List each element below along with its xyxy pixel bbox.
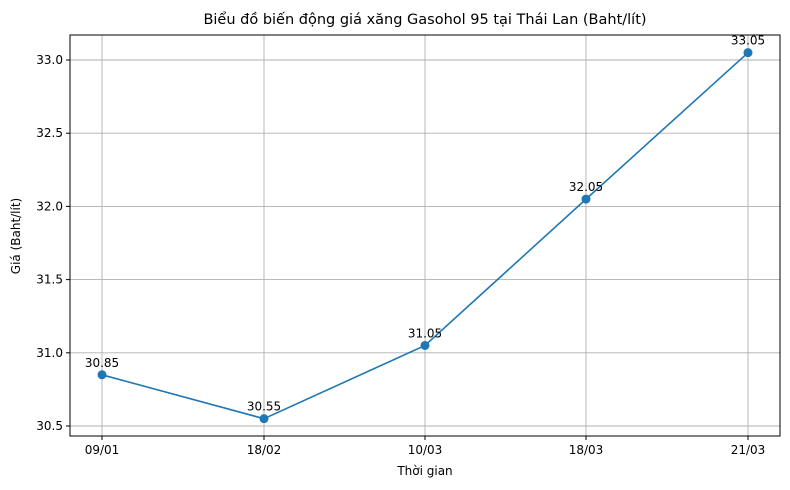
x-axis-label: Thời gian	[396, 464, 452, 478]
data-labels: 30.85 30.55 31.05 32.05 33.05	[85, 34, 765, 414]
x-tick-label: 21/03	[731, 443, 766, 457]
y-tick-label: 33.0	[36, 53, 63, 67]
y-axis-ticks: 30.5 31.0 31.5 32.0 32.5 33.0	[36, 53, 70, 433]
data-label: 32.05	[569, 180, 603, 194]
x-tick-label: 18/02	[247, 443, 282, 457]
y-tick-label: 32.5	[36, 126, 63, 140]
data-label: 30.85	[85, 356, 119, 370]
y-tick-label: 30.5	[36, 419, 63, 433]
y-tick-label: 32.0	[36, 199, 63, 213]
data-point	[743, 48, 753, 58]
x-axis-ticks: 09/01 18/02 10/03 18/03 21/03	[85, 436, 766, 457]
data-point	[581, 194, 591, 204]
data-label: 30.55	[247, 400, 281, 414]
gridlines	[70, 35, 780, 436]
data-point	[420, 340, 430, 350]
y-tick-label: 31.5	[36, 273, 63, 287]
data-point	[97, 370, 107, 380]
x-tick-label: 18/03	[569, 443, 604, 457]
x-tick-label: 09/01	[85, 443, 120, 457]
data-label: 31.05	[408, 326, 442, 340]
chart-title: Biểu đồ biến động giá xăng Gasohol 95 tạ…	[203, 11, 646, 28]
y-axis-label: Giá (Baht/lít)	[9, 198, 23, 274]
x-tick-label: 10/03	[408, 443, 443, 457]
data-point	[259, 414, 269, 424]
data-label: 33.05	[731, 34, 765, 48]
y-tick-label: 31.0	[36, 346, 63, 360]
data-markers	[97, 48, 753, 424]
